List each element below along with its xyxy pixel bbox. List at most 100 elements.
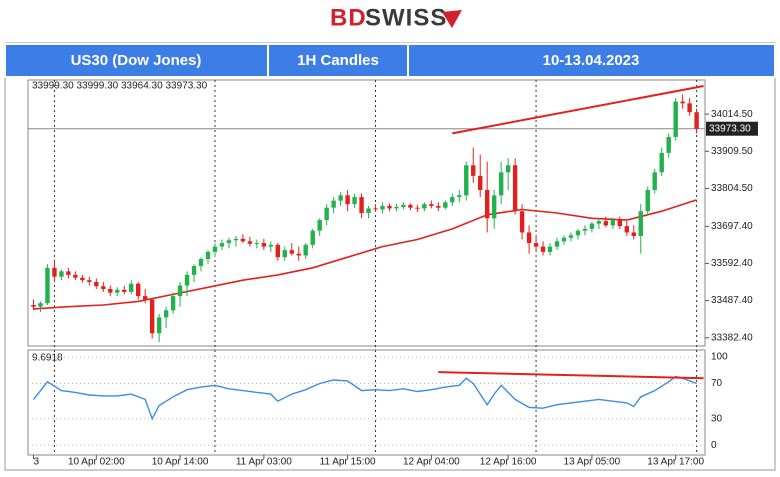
y-tick-label: 0 <box>711 440 717 451</box>
timeframe: 1H Candles <box>297 52 379 69</box>
candle-body <box>303 244 308 256</box>
candle-body <box>240 238 246 242</box>
candle-body <box>261 243 267 247</box>
candle-body <box>45 267 50 304</box>
candle-body <box>554 241 560 247</box>
candle-body <box>457 195 462 198</box>
candle-body <box>373 208 378 210</box>
candle-body <box>589 223 595 229</box>
candle-body <box>73 274 78 278</box>
candle-body <box>108 289 113 293</box>
candle-body <box>387 205 392 209</box>
candle-body <box>624 226 629 233</box>
header-cell <box>407 43 776 78</box>
candle-body <box>191 266 197 275</box>
dates: 10-13.04.2023 <box>543 52 640 69</box>
candle-body <box>526 232 532 244</box>
candle-body <box>519 211 525 233</box>
x-tick-label: 10 Apr 02:00 <box>68 457 125 468</box>
candle-body <box>687 103 692 113</box>
candle-body <box>184 274 190 286</box>
candle-body <box>443 202 448 208</box>
candle-body <box>149 299 155 334</box>
candle-body <box>561 237 567 242</box>
candle-body <box>233 238 239 241</box>
candle-body <box>115 289 120 293</box>
candle-body <box>533 243 539 247</box>
candle-body <box>345 195 350 205</box>
candle-body <box>317 220 322 231</box>
candle-body <box>450 197 455 203</box>
candle-body <box>429 204 434 206</box>
candle-body <box>87 280 92 282</box>
candle-body <box>66 271 71 275</box>
candle-body <box>491 195 497 219</box>
candle-body <box>38 303 43 307</box>
rsi-panel <box>27 349 706 456</box>
instrument: US30 (Dow Jones) <box>71 52 202 69</box>
candle-body <box>659 152 664 173</box>
candle-body <box>408 204 413 208</box>
candle-body <box>617 220 623 227</box>
candle-body <box>638 211 643 236</box>
candle-body <box>282 250 287 258</box>
candle-body <box>80 277 85 281</box>
candle-body <box>603 221 609 226</box>
candle-body <box>94 281 99 287</box>
candle-body <box>101 286 106 290</box>
candle-body <box>596 221 602 224</box>
candle-body <box>212 246 218 252</box>
y-tick-label: 33909.50 <box>711 146 753 157</box>
y-tick-label: 33804.50 <box>711 183 753 194</box>
y-tick-label: 30 <box>711 413 723 424</box>
candle-body <box>163 310 169 318</box>
candle-body <box>324 207 329 221</box>
candle-body <box>512 165 518 212</box>
candle-body <box>498 172 504 196</box>
y-tick-label: 33487.40 <box>711 295 753 306</box>
candle-body <box>275 244 280 258</box>
candle-body <box>129 283 134 292</box>
candle-body <box>478 175 483 191</box>
x-tick-label: 11 Apr 15:00 <box>320 457 376 468</box>
candle-body <box>338 195 343 201</box>
candle-body <box>205 251 211 259</box>
line <box>452 85 704 135</box>
main-panel <box>27 79 706 347</box>
logo-bd: BD <box>330 4 367 31</box>
x-tick-label: 10 Apr 14:00 <box>152 457 209 468</box>
y-tick-label: 33382.40 <box>711 332 753 343</box>
candle-body <box>142 296 148 300</box>
frame <box>4 42 776 471</box>
candle-body <box>226 240 232 244</box>
x-tick-label: 13 Apr 05:00 <box>564 457 621 468</box>
candle-body <box>296 253 301 256</box>
x-tick-label: 12 Apr 04:00 <box>403 457 460 468</box>
last-price-box <box>706 121 758 136</box>
candle-body <box>575 230 581 236</box>
candle-body <box>401 204 406 207</box>
candle-body <box>122 289 127 292</box>
candle-body <box>156 317 162 334</box>
indicator-label: 9.6918 <box>32 353 63 364</box>
x-tick-label: 11 Apr 03:00 <box>236 457 292 468</box>
y-tick-label: 34014.50 <box>711 109 753 120</box>
candle-body <box>247 241 253 244</box>
last-price-label: 33973.30 <box>709 123 751 134</box>
y-tick-label: 33697.40 <box>711 221 753 232</box>
candle-body <box>673 101 678 137</box>
x-tick-label: 13 Apr 17:00 <box>647 457 704 468</box>
candle-body <box>582 228 588 231</box>
candle-body <box>610 220 616 226</box>
candle-body <box>31 304 36 307</box>
candle-body <box>219 243 225 247</box>
candle-body <box>436 205 441 208</box>
candle-body <box>310 230 315 245</box>
candle-body <box>331 200 336 208</box>
candle-body <box>359 197 364 213</box>
candle-body <box>422 204 427 209</box>
candle-body <box>254 243 260 245</box>
x-tick-label: 3 <box>34 457 40 468</box>
line <box>438 371 704 380</box>
